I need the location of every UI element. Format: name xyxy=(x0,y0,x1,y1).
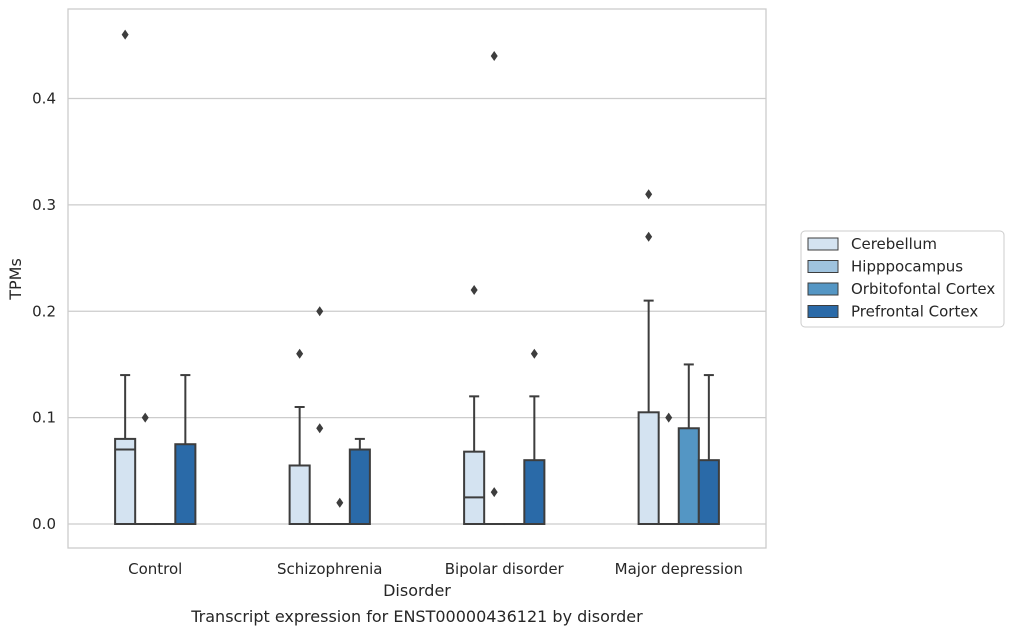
legend: Cerebellum Hipppocampus Orbitofontal Corte… xyxy=(800,230,1005,328)
x-tick-label: Bipolar disorder xyxy=(445,560,565,578)
x-tick-label: Control xyxy=(128,560,182,578)
box xyxy=(348,448,371,526)
outlier-point xyxy=(645,189,653,200)
outlier-point xyxy=(645,231,653,242)
box-group xyxy=(288,348,311,525)
outlier-point xyxy=(336,497,344,508)
box-group xyxy=(697,374,720,525)
y-tick-label: 0.3 xyxy=(32,196,56,214)
plot-frame xyxy=(67,8,767,549)
box-group xyxy=(348,437,371,526)
x-axis-label: Disorder xyxy=(383,581,451,600)
chart-caption: Transcript expression for ENST0000043612… xyxy=(190,607,643,626)
box xyxy=(697,459,720,525)
box-group xyxy=(463,284,486,526)
outlier-point xyxy=(490,487,498,498)
legend-swatch xyxy=(807,305,839,318)
box-group xyxy=(523,348,546,525)
legend-label: Orbitofontal Cortex xyxy=(851,280,995,298)
box-group xyxy=(114,29,137,525)
legend-swatch xyxy=(807,282,839,296)
box-group xyxy=(134,412,157,526)
legend-swatch xyxy=(807,237,839,251)
outlier-point xyxy=(470,284,478,295)
y-tick-label: 0.1 xyxy=(32,409,56,427)
outlier-point xyxy=(316,423,324,434)
legend-label: Hipppocampus xyxy=(851,258,963,276)
box-group xyxy=(637,189,660,525)
box xyxy=(677,427,700,526)
box xyxy=(114,437,137,525)
box xyxy=(288,464,311,525)
legend-swatch xyxy=(807,260,839,273)
gridlines xyxy=(68,97,766,525)
box-group xyxy=(657,412,680,526)
box xyxy=(637,411,660,525)
y-tick-label: 0.2 xyxy=(32,302,56,320)
y-axis-label: TPMs xyxy=(6,258,25,301)
outlier-point xyxy=(665,412,673,423)
x-tick-labels: Control Schizophrenia Bipolar disorder Majo… xyxy=(128,560,743,578)
box-group xyxy=(328,497,351,526)
legend-label: Cerebellum xyxy=(851,235,937,253)
outlier-point xyxy=(296,348,304,359)
outlier-point xyxy=(141,412,149,423)
box-group xyxy=(308,306,331,526)
boxes xyxy=(114,29,720,526)
outlier-point xyxy=(316,306,324,317)
y-tick-label: 0.4 xyxy=(32,90,56,108)
box-group xyxy=(174,374,197,525)
y-tick-labels: 0.0 0.1 0.2 0.3 0.4 xyxy=(32,90,56,534)
x-tick-label: Major depression xyxy=(615,560,743,578)
box-group xyxy=(483,50,506,526)
x-tick-label: Schizophrenia xyxy=(277,560,382,578)
y-tick-label: 0.0 xyxy=(32,515,56,533)
box-group xyxy=(677,363,700,526)
outlier-point xyxy=(530,348,538,359)
legend-label: Prefrontal Cortex xyxy=(851,303,978,321)
outlier-point xyxy=(490,50,498,61)
box xyxy=(463,450,486,526)
box xyxy=(523,459,546,525)
legend-frame xyxy=(800,230,1005,328)
outlier-point xyxy=(121,29,129,40)
box xyxy=(174,443,197,525)
